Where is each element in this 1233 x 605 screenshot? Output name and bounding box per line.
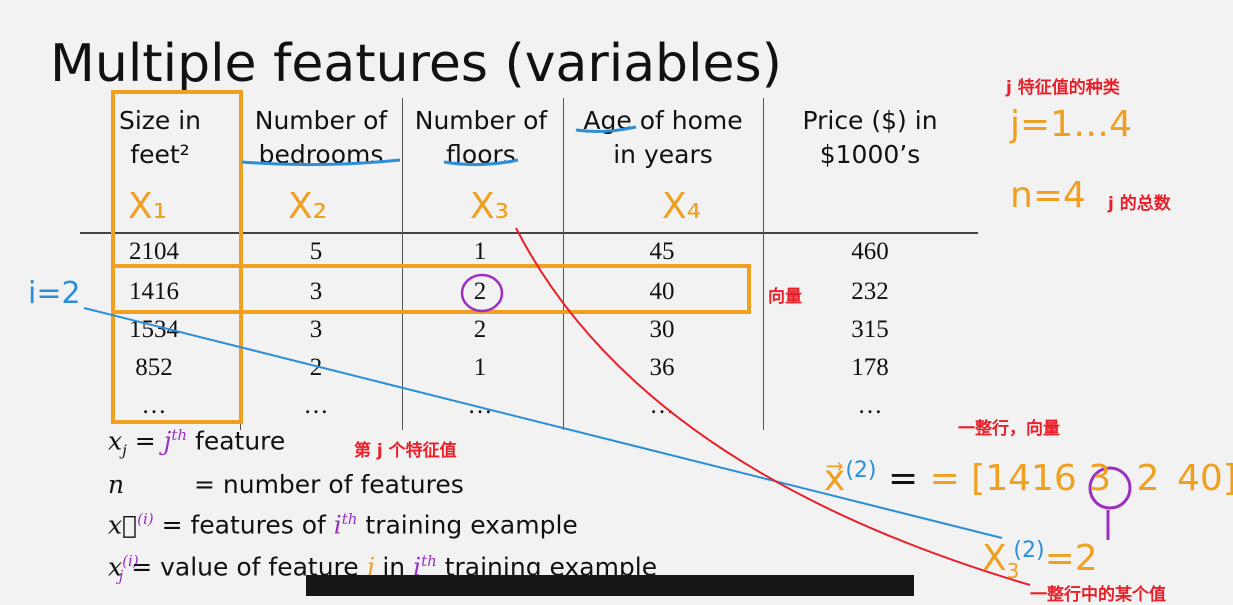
- subtitle-bar: [306, 575, 914, 596]
- annotation-x2-vector: x⃗(2) = = [1416 3 2 40]: [824, 458, 1233, 499]
- header-price: Price ($) in $1000’s: [802, 106, 938, 169]
- table-cell: 3: [309, 278, 323, 305]
- annotation-row-value: 一整行中的某个值: [1030, 585, 1166, 605]
- annotation-n-eq: n=4: [1010, 175, 1086, 216]
- table-cell: 2: [473, 278, 487, 305]
- annotation-i-eq: i=2: [28, 276, 81, 311]
- table-cell: 2: [473, 316, 487, 343]
- legend-line-feature: xj = jth feature: [108, 426, 286, 460]
- circled-value-table: [460, 273, 504, 313]
- table-cell: 30: [649, 316, 675, 343]
- table-cell: 5: [309, 238, 323, 265]
- table-cell: 45: [649, 238, 675, 265]
- legend-line-n: n = number of features: [108, 470, 464, 499]
- table-cell: …: [857, 392, 883, 419]
- table-cell: 232: [851, 278, 889, 305]
- column-divider: [763, 98, 764, 430]
- table-cell: 460: [851, 238, 889, 265]
- header-size: Size in feet²: [118, 106, 202, 169]
- column-highlight-box: [111, 90, 243, 424]
- table-cell: 2104: [129, 238, 179, 265]
- table-cell: 315: [851, 316, 889, 343]
- annotation-vector: 向量: [768, 287, 802, 307]
- underline-floors: [443, 158, 519, 167]
- underline-bedrooms: [241, 158, 401, 167]
- annotation-j-kinds: j 特征值的种类: [1006, 78, 1120, 98]
- symbol-x3: X₃: [470, 186, 510, 227]
- table-cell: 1: [473, 238, 487, 265]
- table-cell: 178: [851, 354, 889, 381]
- table-cell: 2: [309, 354, 323, 381]
- row-highlight-box: [111, 264, 751, 314]
- header-floors: Number of floors: [414, 106, 548, 169]
- underline-age: [575, 125, 637, 133]
- annotation-j-range: j=1…4: [1010, 104, 1132, 145]
- legend-line-vector: x⃗(i) = features of ith training example: [108, 510, 578, 540]
- annotation-x3-2: X3(2)=2: [982, 538, 1098, 584]
- table-cell: 1416: [129, 278, 179, 305]
- annotation-row-vector: 一整行，向量: [958, 419, 1060, 439]
- annotation-jth-feature: 第 j 个特征值: [354, 441, 457, 461]
- slide-title: Multiple features (variables): [50, 34, 782, 94]
- table-cell: …: [303, 392, 329, 419]
- table-header-divider: [80, 232, 978, 234]
- table-cell: …: [141, 392, 167, 419]
- table-cell: 36: [649, 354, 675, 381]
- table-cell: 852: [135, 354, 173, 381]
- connector-red-line: [515, 227, 1031, 586]
- symbol-x2: X₂: [288, 186, 328, 227]
- circled-value-vector: [1088, 466, 1132, 510]
- table-cell: 40: [649, 278, 675, 305]
- symbol-x4: X₄: [662, 186, 702, 227]
- annotation-n-total: j 的总数: [1108, 194, 1171, 214]
- symbol-x1: X₁: [128, 186, 168, 227]
- connector-blue-line: [83, 307, 1003, 539]
- table-cell: 3: [309, 316, 323, 343]
- table-cell: 1: [473, 354, 487, 381]
